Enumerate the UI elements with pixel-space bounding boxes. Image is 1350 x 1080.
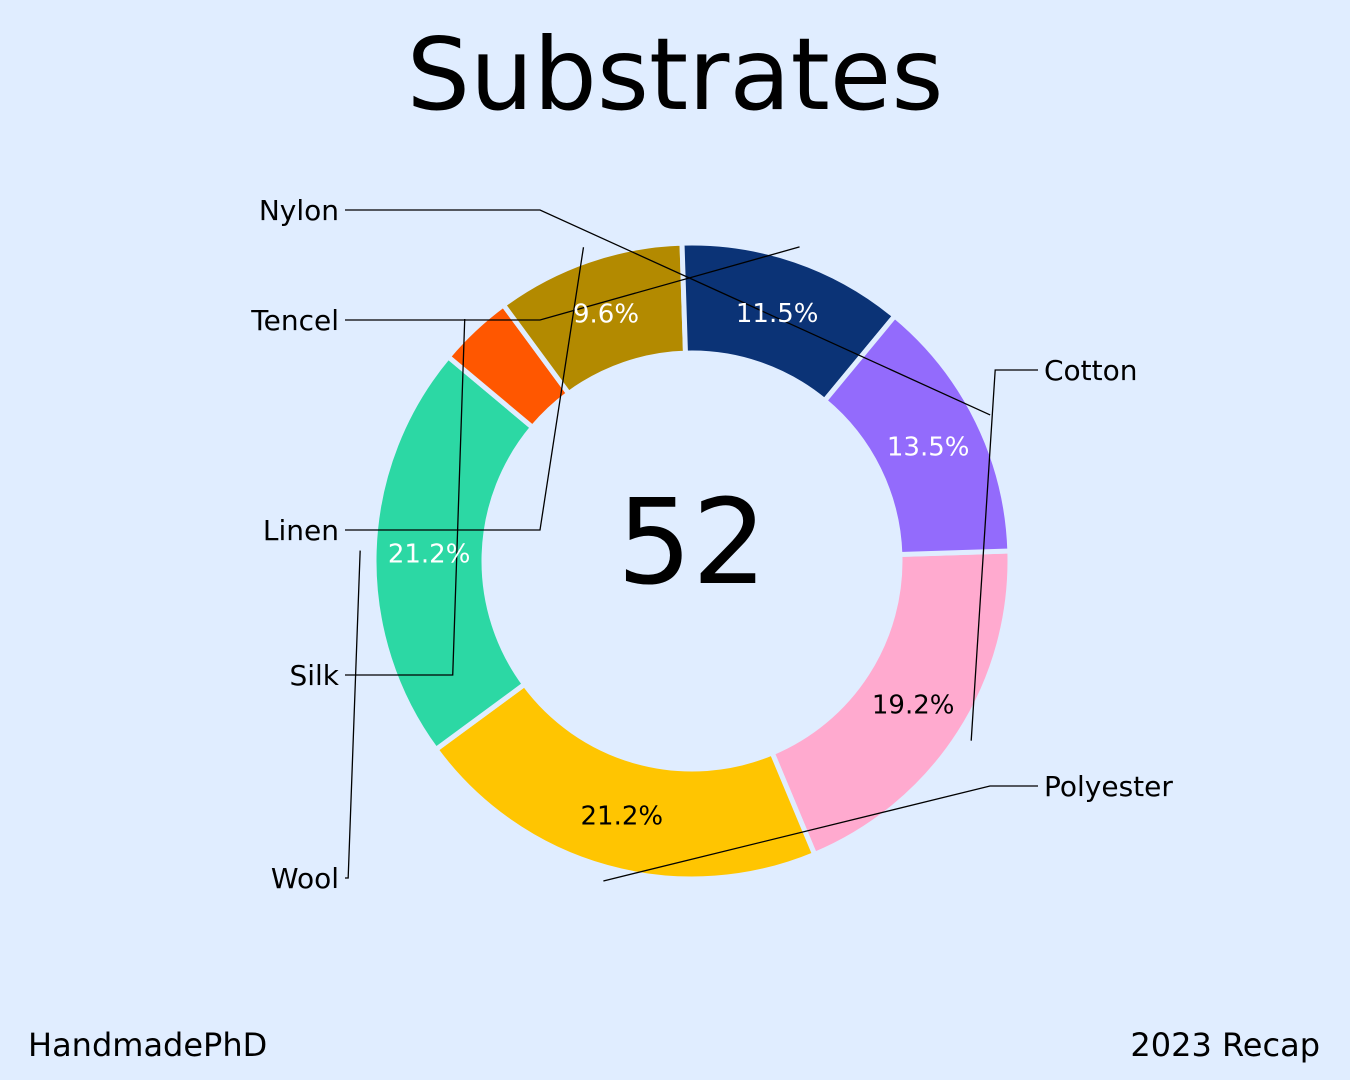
category-label-silk: Silk [289,659,339,692]
category-label-tencel: Tencel [250,304,339,337]
percent-label-polyester: 21.2% [581,801,664,831]
center-total: 52 [617,473,767,611]
leader-lines [345,209,1038,882]
leader-line-cotton [970,369,1038,741]
percent-label-nylon: 13.5% [887,432,970,462]
leader-line-wool [345,550,361,879]
category-label-cotton: Cotton [1044,354,1138,387]
percent-label-linen: 9.6% [573,299,639,329]
slice-wool [371,353,537,754]
percent-label-cotton: 19.2% [872,690,955,720]
leader-line-silk [345,318,466,676]
category-label-linen: Linen [263,514,339,547]
recap-label: 2023 Recap [1130,1026,1320,1064]
percent-label-wool: 21.2% [388,540,471,570]
percent-label-tencel: 11.5% [736,299,819,329]
category-label-polyester: Polyester [1044,770,1173,803]
leader-line-polyester [603,785,1038,882]
percent-labels: 19.2% 21.2% 21.2% 9.6% 11.5% 13.5% [388,299,970,831]
category-label-wool: Wool [271,862,339,895]
slice-polyester [432,680,818,882]
brand-label: HandmadePhD [28,1026,268,1064]
category-labels: Cotton Polyester Wool Silk Linen Tencel Nylon [250,194,1173,895]
chart-title: Substrates [406,16,944,133]
leader-line-nylon [345,209,991,416]
slice-cotton [768,548,1013,858]
leader-line-linen [345,247,585,531]
slice-nylon [821,312,1013,558]
leader-line-tencel [345,246,800,321]
category-label-nylon: Nylon [259,194,339,227]
donut-slices [371,240,1013,882]
